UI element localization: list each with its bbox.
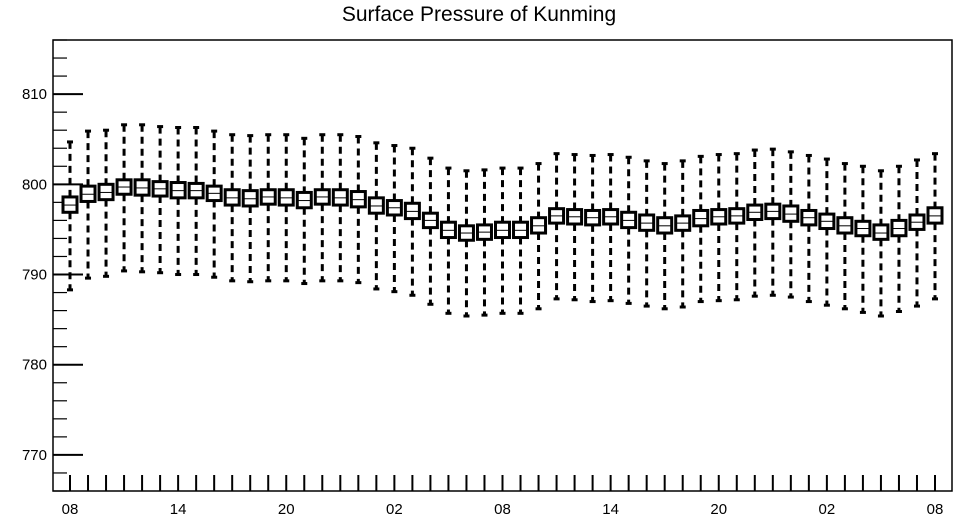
box-mark [710,153,728,303]
x-tick-label: 08 [927,501,944,518]
box-series [61,123,944,318]
x-tick-label: 14 [602,501,619,518]
x-axis: 08 14 20 02 08 14 20 02 08 [62,475,944,518]
box-mark [818,157,836,307]
box-mark [602,153,620,303]
box-mark [61,140,79,292]
x-tick-label: 08 [62,501,79,518]
box-mark [169,125,187,277]
box-mark [764,147,782,297]
x-tick-label: 20 [710,501,727,518]
box-mark [79,129,97,280]
box-mark [97,128,115,278]
box-mark [133,123,151,274]
y-tick-label: 800 [22,176,47,193]
box-mark [782,150,800,299]
box-mark [926,152,944,301]
box-mark [638,159,656,308]
box-mark [349,135,367,285]
box-mark [295,136,313,286]
box-mark [512,166,530,315]
box-mark [439,166,457,315]
box-mark [620,155,638,305]
y-tick-label: 810 [22,86,47,103]
y-tick-label: 790 [22,267,47,284]
box-mark [313,133,331,283]
box-mark [674,159,692,309]
x-tick-label: 14 [170,501,187,518]
box-mark [421,156,439,306]
chart-title: Surface Pressure of Kunming [341,3,617,26]
box-mark [872,169,890,318]
box-mark [259,133,277,283]
x-tick-label: 20 [278,501,295,518]
y-tick-label: 780 [22,357,47,374]
box-mark [692,154,710,304]
box-mark [548,152,566,301]
box-mark [656,162,674,311]
box-mark [205,129,223,279]
box-mark [385,144,403,294]
box-mark [530,162,548,311]
box-mark [475,168,493,317]
box-mark [115,123,133,273]
box-mark [746,148,764,298]
box-mark [403,146,421,297]
box-mark [187,125,205,277]
box-mark [854,164,872,314]
x-tick-label: 08 [494,501,511,518]
box-mark [800,153,818,304]
y-tick-label: 770 [22,447,47,464]
box-mark [566,153,584,302]
box-mark [457,169,475,318]
x-tick-label: 02 [386,501,403,518]
box-mark [584,153,602,304]
box-mark [151,125,169,275]
box-mark [494,166,511,315]
box-mark [277,133,295,283]
box-mark [223,133,241,283]
box-mark [908,158,926,308]
box-mark [890,164,908,314]
x-tick-label: 02 [819,501,836,518]
box-mark [728,152,746,302]
box [872,223,890,241]
box-mark [836,162,854,311]
box-mark [331,133,349,283]
box-mark [367,141,385,291]
box-mark [241,134,259,284]
